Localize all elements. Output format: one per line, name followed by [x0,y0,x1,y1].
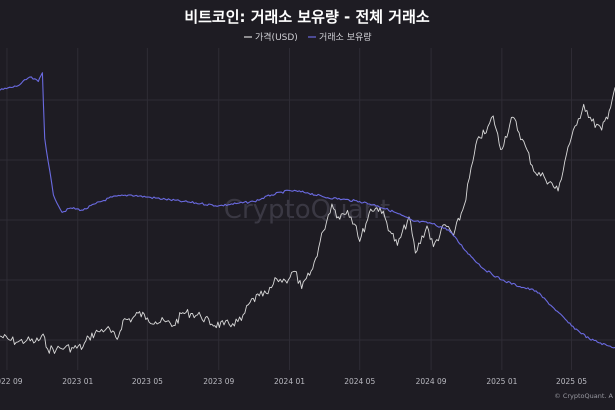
x-tick-label-1: 2023 01 [62,377,93,386]
series-line-exchange-reserve[interactable] [0,72,615,349]
legend-label-reserve[interactable]: 거래소 보유량 [319,31,372,43]
x-tick-label-8: 2025 05 [556,377,587,386]
x-tick-label-3: 2023 09 [203,377,234,386]
credit-text: © CryptoQuant. A [554,392,613,400]
x-tick-label-2: 2023 05 [132,377,163,386]
x-tick-label-7: 2025 01 [486,377,517,386]
watermark: CryptoQuant [224,195,390,225]
x-tick-label-4: 2024 01 [274,377,305,386]
series-layer [0,72,615,354]
x-axis-ticks: 2022 09 2023 01 2023 05 2023 09 2024 01 2024 … [0,377,587,386]
gridlines [0,48,615,370]
x-tick-label-6: 2024 09 [416,377,447,386]
legend-label-price[interactable]: 가격(USD) [255,31,298,43]
legend: 가격(USD) 거래소 보유량 [244,31,372,43]
chart-title: 비트코인: 거래소 보유량 - 전체 거래소 [184,8,430,26]
x-tick-label-0: 2022 09 [0,377,23,386]
x-tick-label-5: 2024 05 [344,377,375,386]
series-line-price[interactable] [0,87,615,354]
